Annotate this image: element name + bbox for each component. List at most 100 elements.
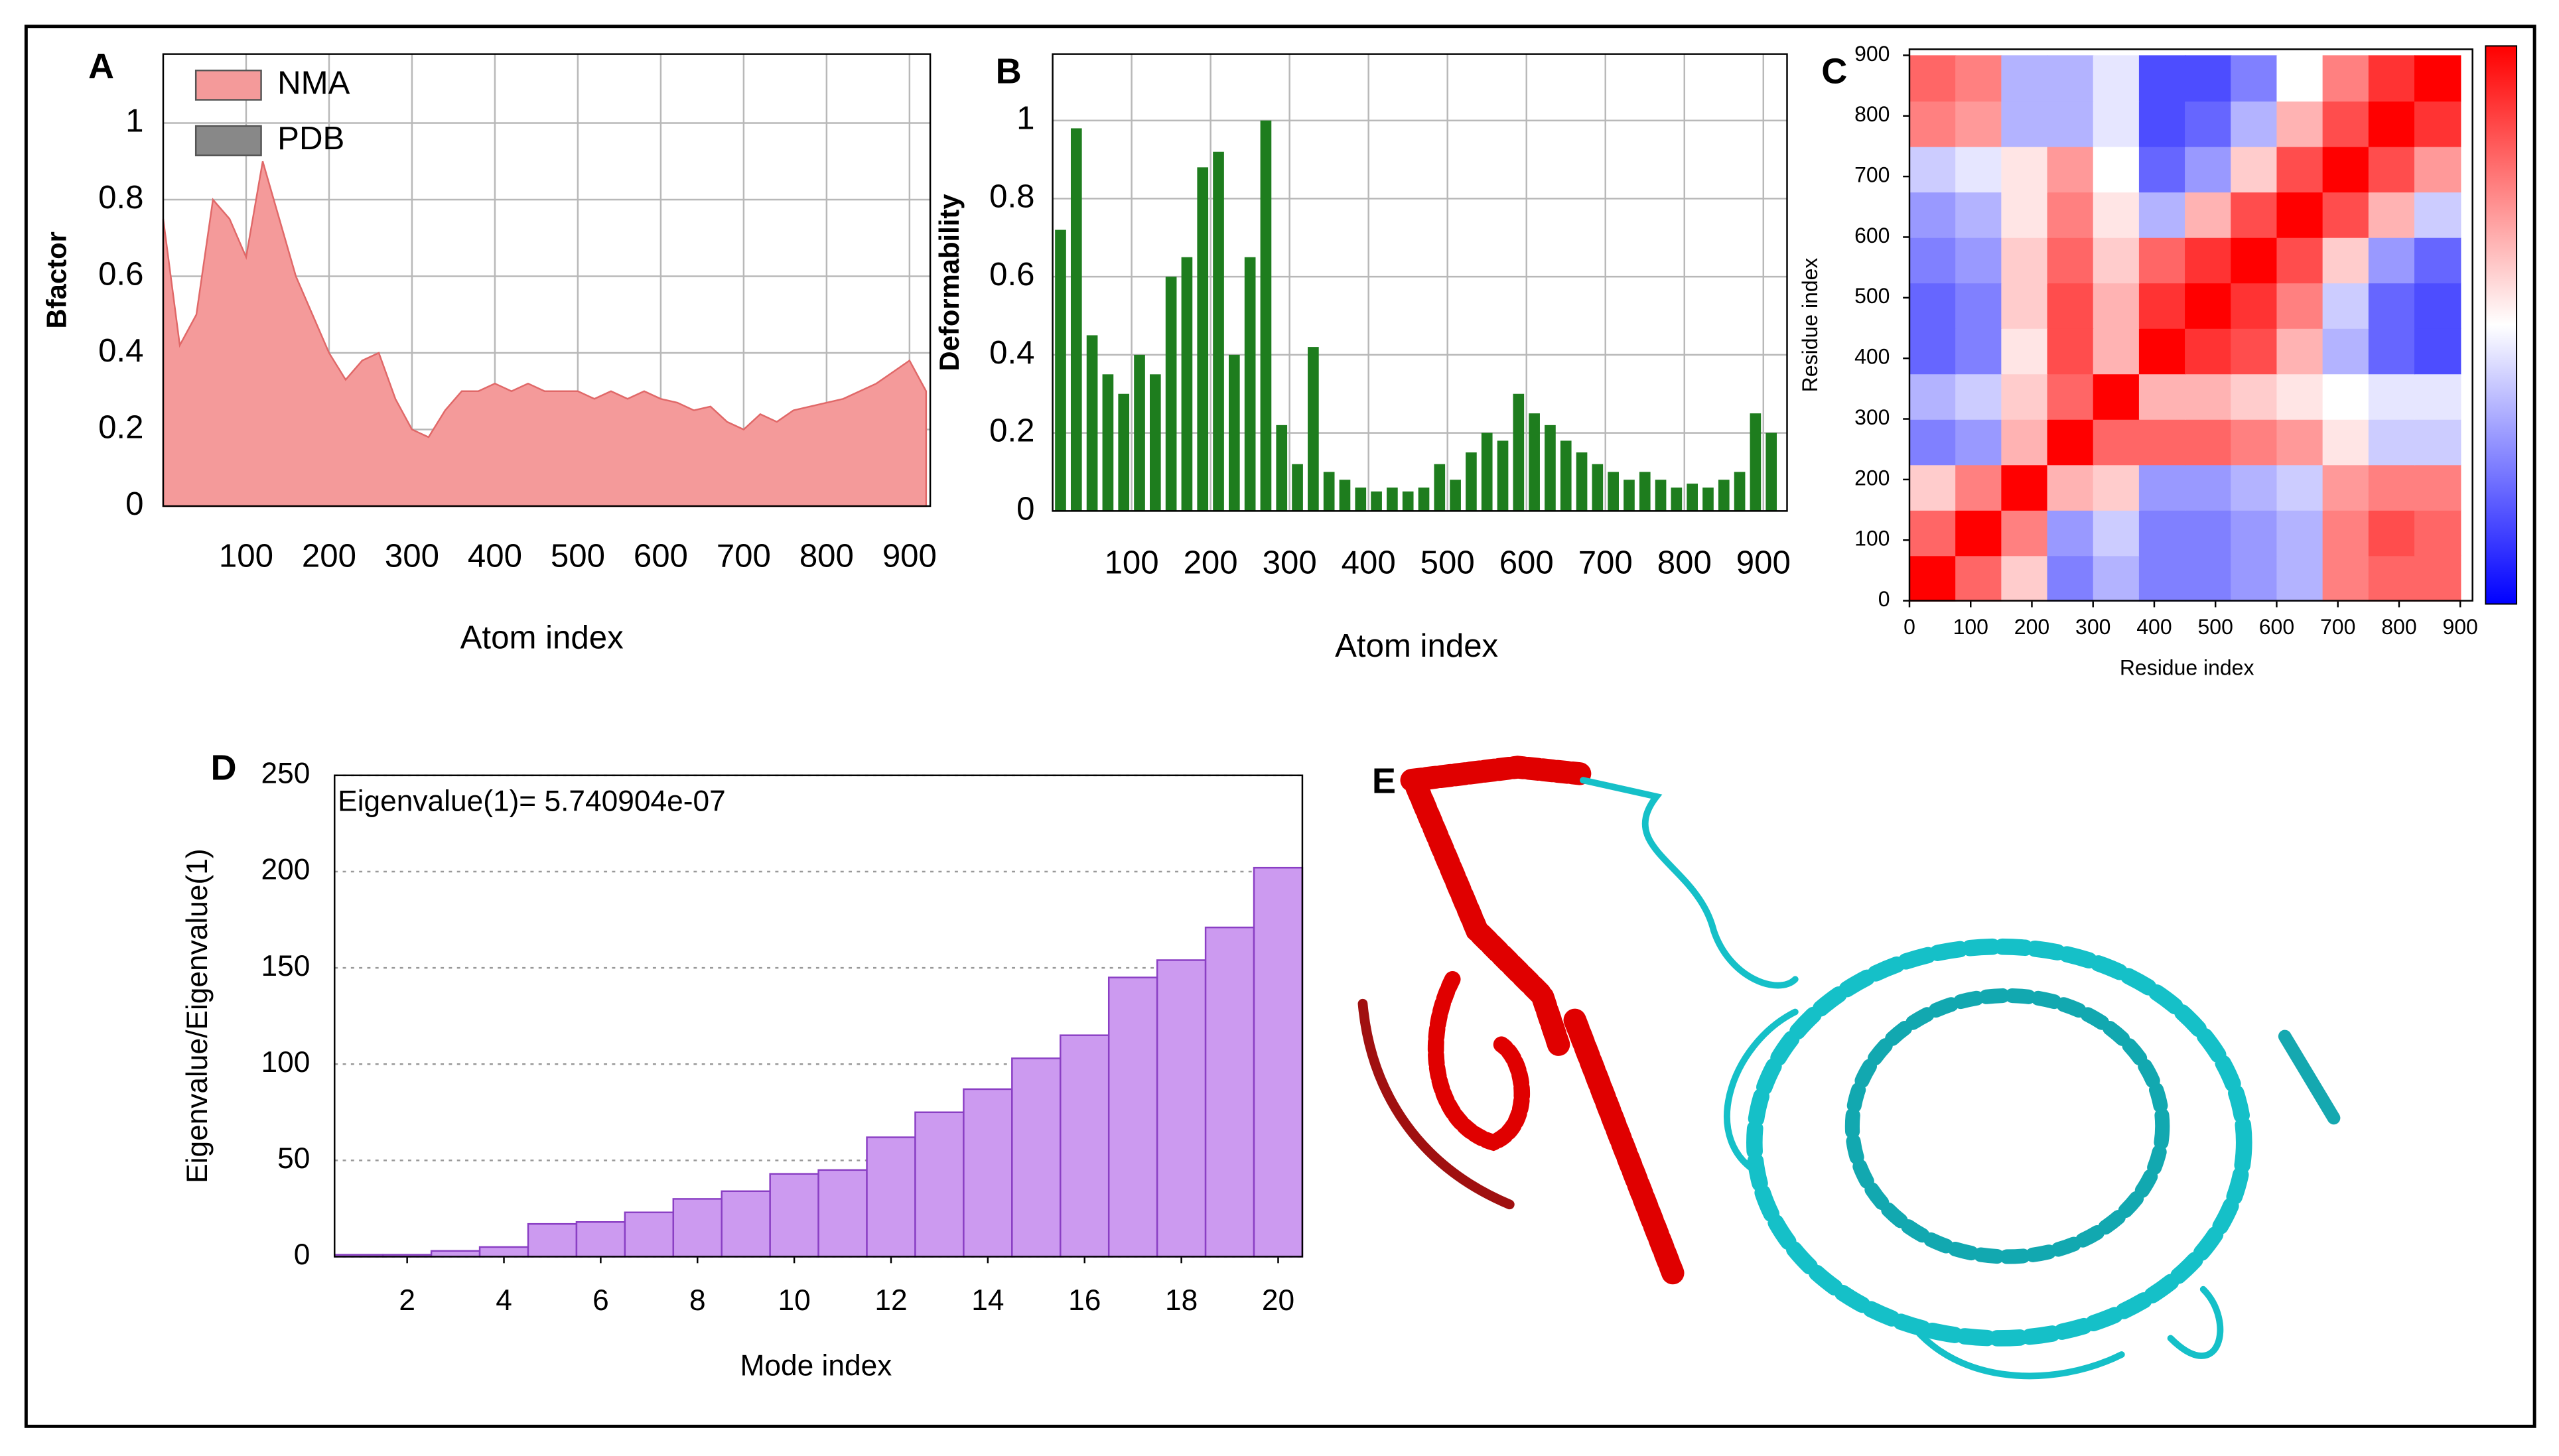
legend-label: PDB: [277, 120, 344, 157]
heatmap-cell: [2138, 555, 2186, 602]
bar: [430, 1250, 481, 1258]
x-tick-label: 500: [1420, 545, 1475, 581]
y-tick-label: 500: [1854, 284, 1890, 308]
y-tick-label: 0.8: [98, 179, 143, 216]
bar: [478, 1246, 529, 1258]
heatmap-cell: [1909, 555, 1957, 602]
heatmap-cell: [2001, 464, 2048, 511]
helix: [1563, 1008, 1685, 1285]
bar: [1734, 472, 1746, 511]
heatmap-cell: [2093, 146, 2140, 193]
heatmap-cell: [2047, 55, 2094, 102]
heatmap-cell: [2001, 419, 2048, 466]
x-tick-label: 600: [2259, 615, 2294, 639]
x-tick-label: 900: [1736, 545, 1791, 581]
bar: [1165, 277, 1177, 511]
bar: [1011, 1057, 1062, 1258]
heatmap-cell: [1955, 464, 2002, 511]
bar: [1253, 866, 1304, 1258]
heatmap-cell: [2231, 191, 2278, 238]
heatmap-cell: [2047, 555, 2094, 602]
bar: [1371, 491, 1382, 511]
heatmap-cell: [1955, 237, 2002, 284]
heatmap-cell: [2414, 464, 2461, 511]
heatmap-cell: [2322, 509, 2370, 557]
y-tick-label: 100: [1854, 527, 1890, 551]
bar: [1229, 354, 1240, 511]
heatmap-cell: [2231, 419, 2278, 466]
heatmap-cell: [2138, 373, 2186, 420]
x-tick-label: 900: [882, 538, 937, 574]
heatmap-cell: [2322, 328, 2370, 375]
heatmap-cell: [2047, 282, 2094, 329]
heatmap-cell: [2231, 237, 2278, 284]
arrow: [2278, 1029, 2341, 1125]
bar: [624, 1211, 675, 1258]
bar: [1134, 354, 1145, 511]
heatmap-cell: [2001, 146, 2048, 193]
bar: [1339, 480, 1351, 511]
heatmap-cell: [2368, 146, 2416, 193]
bar: [1466, 452, 1477, 511]
heatmap-cell: [2231, 146, 2278, 193]
heatmap-cell: [1955, 555, 2002, 602]
heatmap-cell: [1909, 509, 1957, 557]
x-tick-label: 100: [1105, 545, 1159, 581]
x-tick-label: 20: [1262, 1284, 1294, 1317]
heatmap-cell: [2231, 464, 2278, 511]
heatmap-cell: [2047, 509, 2094, 557]
plot-frame: [162, 53, 932, 507]
heatmap-cell: [2185, 464, 2232, 511]
bar: [1481, 432, 1493, 511]
helix: [1405, 775, 1570, 1056]
bar: [1402, 491, 1414, 511]
heatmap-cell: [2276, 328, 2323, 375]
heatmap-cell: [2185, 191, 2232, 238]
bar: [1107, 976, 1158, 1258]
heatmap-cell: [2231, 373, 2278, 420]
bar: [1323, 472, 1335, 511]
y-tick-label: 600: [1854, 224, 1890, 247]
heatmap-cell: [2414, 100, 2461, 147]
heatmap-cell: [2047, 328, 2094, 375]
heatmap-cell: [2047, 419, 2094, 466]
coil: [1724, 1008, 2224, 1380]
y-tick-label: 900: [1854, 42, 1890, 66]
x-tick-label: 8: [689, 1284, 706, 1317]
panel-label: C: [1821, 51, 1847, 91]
y-tick-label: 0: [1878, 587, 1890, 611]
y-axis-label: Eigenvalue/Eigenvalue(1): [181, 848, 214, 1183]
bar: [527, 1223, 578, 1258]
heatmap-cell: [1909, 55, 1957, 102]
y-tick-label: 300: [1854, 405, 1890, 429]
heatmap-cell: [2185, 509, 2232, 557]
x-tick-label: 400: [468, 538, 522, 574]
bar: [1434, 464, 1446, 511]
bar: [1149, 374, 1161, 511]
y-tick-label: 250: [261, 758, 311, 790]
heatmap-cell: [2231, 55, 2278, 102]
heatmap-cell: [2185, 555, 2232, 602]
colorbar: [2485, 45, 2518, 605]
y-tick-label: 0: [294, 1238, 311, 1271]
plot-frame: [1052, 53, 1788, 512]
heatmap-cell: [2185, 146, 2232, 193]
bar: [1418, 488, 1430, 511]
heatmap-cell: [1955, 146, 2002, 193]
heatmap-cell: [1955, 282, 2002, 329]
bar: [1260, 120, 1272, 511]
heatmap-cell: [2001, 55, 2048, 102]
heatmap-cell: [2001, 373, 2048, 420]
heatmap-cell: [1909, 419, 1957, 466]
bar: [1060, 1034, 1110, 1258]
heatmap-cell: [2138, 464, 2186, 511]
bar: [1355, 488, 1367, 511]
bar: [817, 1169, 868, 1258]
heatmap-cell: [2138, 419, 2186, 466]
x-tick-label: 800: [2381, 615, 2416, 639]
y-axis-label: Bfactor: [41, 232, 72, 328]
bar: [1765, 432, 1777, 511]
x-tick-label: 900: [2443, 615, 2478, 639]
bar: [1608, 472, 1619, 511]
heatmap-cell: [2093, 237, 2140, 284]
